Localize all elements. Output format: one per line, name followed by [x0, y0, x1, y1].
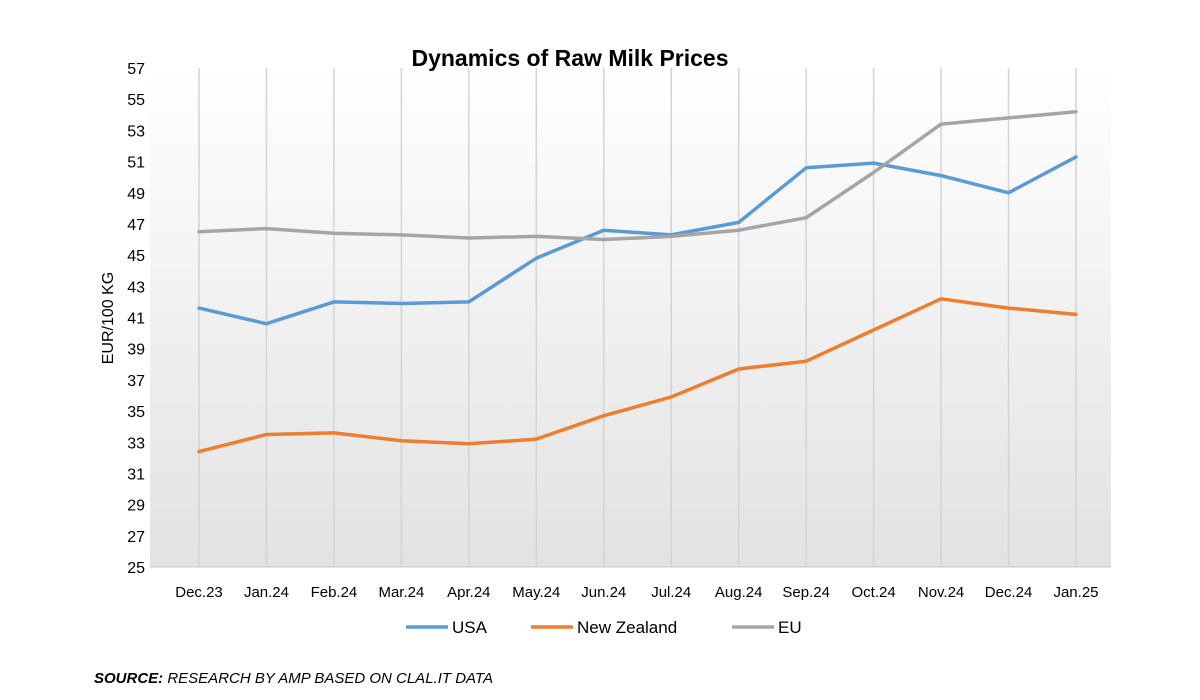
x-tick-label: Jan.25: [1053, 584, 1098, 601]
y-tick-label: 43: [127, 279, 145, 296]
series-lines: [197, 109, 1078, 454]
x-tick-label: Jul.24: [651, 584, 691, 601]
y-tick-label: 31: [127, 466, 145, 483]
series-line-new-zealand: [197, 297, 1078, 454]
legend-label: New Zealand: [577, 618, 677, 637]
y-tick-label: 33: [127, 435, 145, 452]
x-tick-label: Mar.24: [378, 584, 424, 601]
source-text: RESEARCH BY AMP BASED ON CLAL.IT DATA: [163, 670, 493, 687]
y-tick-label: 49: [127, 186, 145, 203]
y-tick-label: 47: [127, 217, 145, 234]
x-tick-label: Feb.24: [311, 584, 358, 601]
x-tick-label: Dec.23: [175, 584, 223, 601]
legend-label: USA: [452, 618, 488, 637]
y-tick-label: 51: [127, 155, 145, 172]
plot-area-background: [150, 68, 1111, 567]
y-tick-label: 41: [127, 311, 145, 328]
x-tick-label: Sep.24: [782, 584, 830, 601]
chart-title: Dynamics of Raw Milk Prices: [411, 45, 728, 71]
y-tick-label: 27: [127, 529, 145, 546]
y-tick-label: 53: [127, 123, 145, 140]
grid-lines: [198, 68, 1077, 567]
y-axis-ticks: 25 27 29 31 33 35 37 39 41 43 45 47 49 51 53 55 57: [127, 61, 145, 577]
legend: USA New Zealand EU: [406, 618, 802, 637]
x-tick-label: Jun.24: [581, 584, 626, 601]
source-key: SOURCE:: [94, 670, 164, 687]
y-tick-label: 55: [127, 92, 145, 109]
y-tick-label: 25: [127, 560, 145, 577]
y-tick-label: 35: [127, 404, 145, 421]
y-tick-label: 57: [127, 61, 145, 78]
x-tick-label: Oct.24: [852, 584, 896, 601]
y-tick-label: 39: [127, 342, 145, 359]
x-tick-label: Dec.24: [985, 584, 1033, 601]
x-tick-label: Nov.24: [918, 584, 964, 601]
x-tick-label: Apr.24: [447, 584, 490, 601]
y-tick-label: 45: [127, 248, 145, 265]
legend-label: EU: [778, 618, 802, 637]
y-axis-title: EUR/100 KG: [100, 272, 117, 364]
source-note: SOURCE: RESEARCH BY AMP BASED ON CLAL.IT…: [94, 670, 493, 687]
series-line-eu: [197, 109, 1078, 242]
series-line-usa: [197, 155, 1078, 326]
x-tick-label: May.24: [512, 584, 560, 601]
x-tick-label: Aug.24: [715, 584, 763, 601]
x-axis-ticks: Dec.23 Jan.24 Feb.24 Mar.24 Apr.24 May.24 Jun.…: [175, 584, 1098, 601]
y-tick-label: 29: [127, 498, 145, 515]
y-tick-label: 37: [127, 373, 145, 390]
x-tick-label: Jan.24: [244, 584, 289, 601]
